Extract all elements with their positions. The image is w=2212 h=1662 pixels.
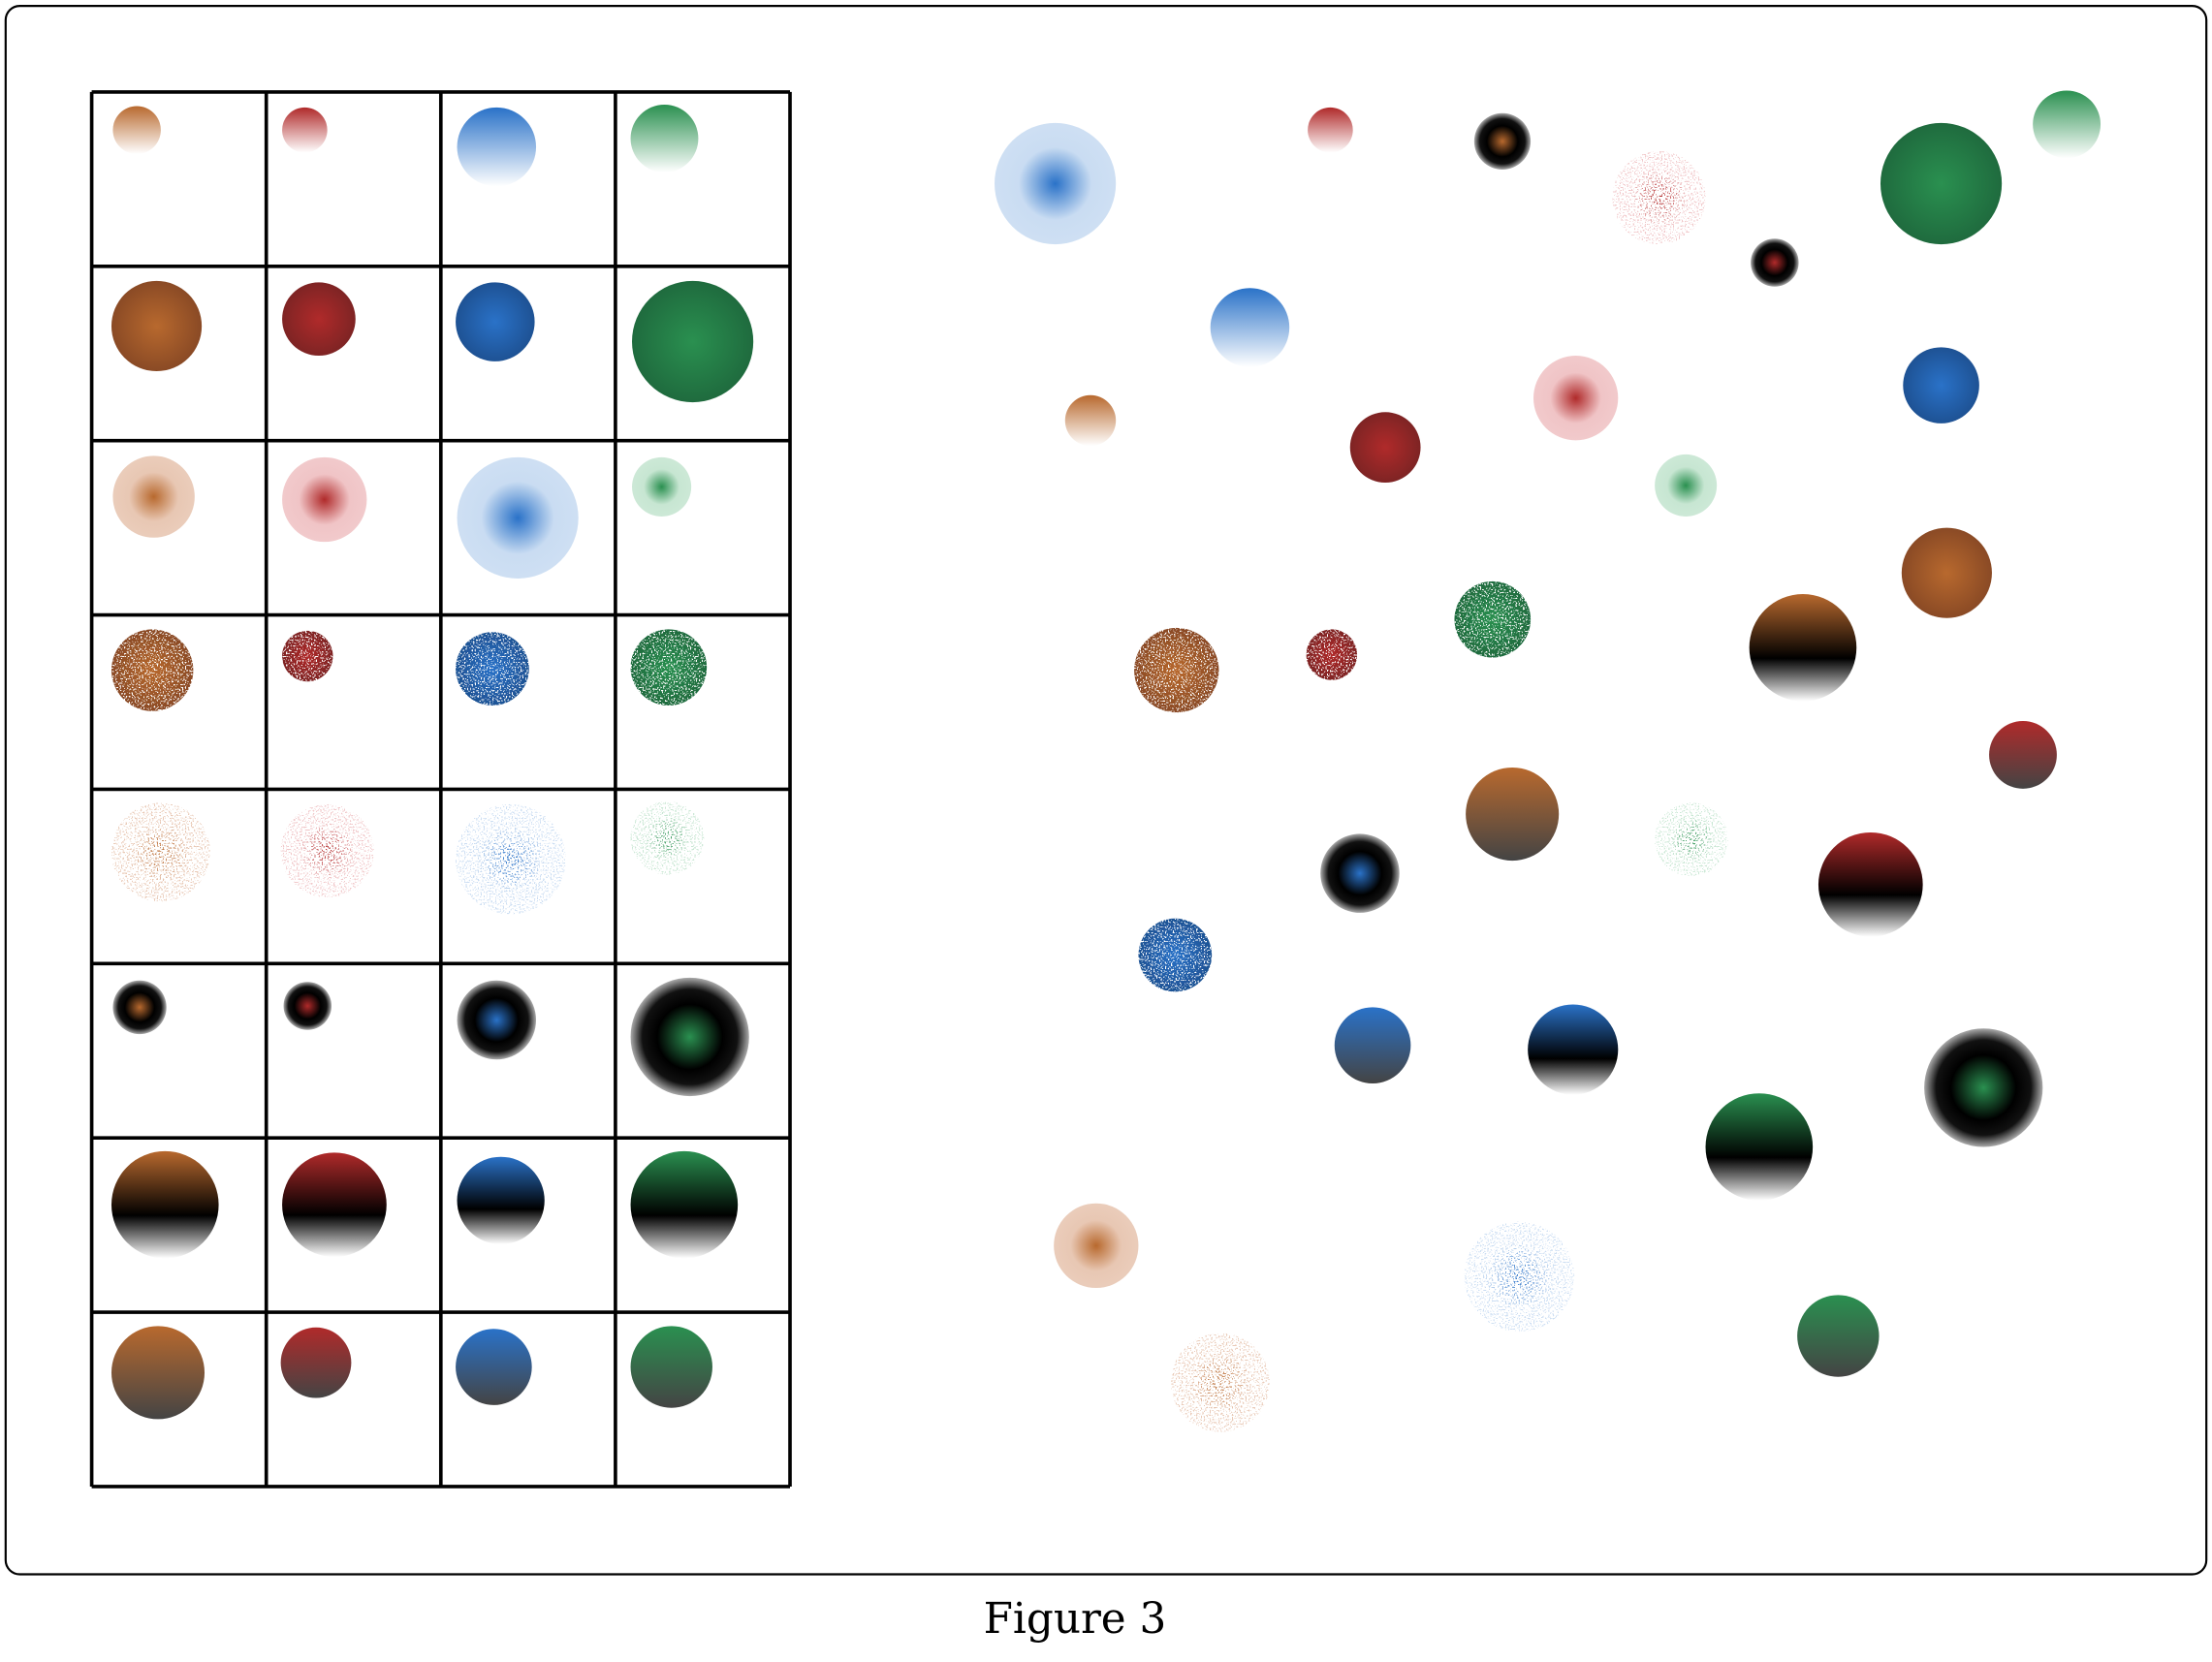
circle bbox=[112, 980, 167, 1035]
circle bbox=[630, 977, 749, 1097]
circle bbox=[280, 1327, 352, 1398]
circle bbox=[632, 280, 754, 403]
circle bbox=[1655, 802, 1728, 877]
circle bbox=[1528, 1004, 1619, 1095]
circle bbox=[1797, 1295, 1880, 1377]
circle bbox=[1612, 151, 1706, 245]
circle bbox=[282, 630, 333, 682]
circle bbox=[1210, 288, 1290, 367]
circle bbox=[630, 800, 705, 875]
circle bbox=[1751, 238, 1799, 287]
circle bbox=[112, 106, 161, 154]
circle bbox=[457, 107, 537, 187]
circle bbox=[1064, 394, 1117, 447]
circles bbox=[111, 90, 2101, 1432]
circle bbox=[283, 982, 332, 1030]
circle bbox=[1533, 356, 1619, 441]
panel bbox=[4, 5, 2208, 1576]
circle bbox=[456, 803, 566, 915]
circle bbox=[1308, 107, 1353, 153]
circle bbox=[2033, 90, 2101, 159]
circle bbox=[1454, 580, 1532, 658]
circle bbox=[282, 282, 356, 357]
circle bbox=[1749, 594, 1857, 702]
circle bbox=[457, 456, 579, 579]
circle bbox=[1334, 1007, 1411, 1084]
circle bbox=[1349, 412, 1421, 484]
circle bbox=[1320, 833, 1400, 913]
circle bbox=[1817, 831, 1923, 937]
circle bbox=[282, 1152, 387, 1258]
circle bbox=[1655, 454, 1718, 517]
circle bbox=[112, 455, 195, 538]
circle bbox=[111, 1326, 205, 1420]
circle bbox=[111, 280, 203, 372]
circle bbox=[630, 1326, 712, 1408]
circle bbox=[1134, 627, 1219, 713]
circle bbox=[1924, 1028, 2043, 1147]
circle bbox=[282, 107, 328, 153]
circle bbox=[111, 802, 210, 902]
circle bbox=[456, 282, 535, 361]
circle bbox=[1170, 1333, 1270, 1432]
circle bbox=[1473, 112, 1532, 170]
caption: Figure 3 bbox=[984, 1594, 1167, 1644]
circle bbox=[1464, 1221, 1575, 1333]
circle bbox=[1705, 1093, 1814, 1201]
circle bbox=[1466, 768, 1560, 862]
circle bbox=[457, 1156, 545, 1244]
circle bbox=[630, 629, 708, 706]
circle bbox=[111, 629, 194, 711]
circle bbox=[456, 632, 529, 706]
circle bbox=[630, 1150, 739, 1259]
circle bbox=[280, 803, 374, 897]
circle bbox=[282, 456, 367, 543]
grid bbox=[89, 90, 792, 1489]
circle bbox=[111, 1150, 219, 1259]
circle bbox=[456, 1329, 532, 1405]
circle bbox=[1138, 918, 1213, 992]
circle bbox=[1306, 629, 1358, 680]
circle bbox=[630, 104, 699, 172]
circle bbox=[1054, 1203, 1139, 1289]
circle bbox=[1989, 720, 2057, 789]
circle bbox=[632, 456, 692, 517]
circle bbox=[1880, 122, 2003, 245]
circle bbox=[457, 980, 537, 1060]
circle bbox=[1901, 527, 1992, 618]
circle bbox=[995, 122, 1117, 245]
circle bbox=[1903, 347, 1979, 423]
